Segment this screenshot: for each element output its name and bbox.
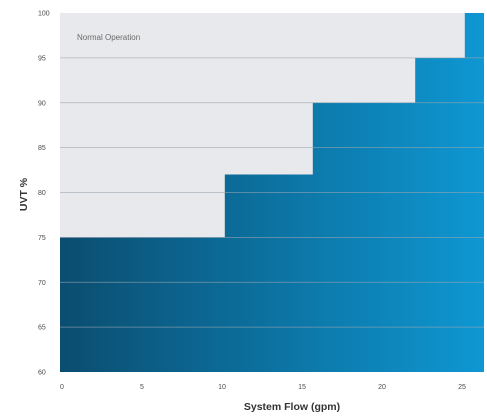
y-tick-label: 80 <box>38 190 46 197</box>
y-tick-label: 65 <box>38 325 46 332</box>
y-tick-label: 90 <box>38 100 46 107</box>
x-tick-label: 25 <box>458 384 466 391</box>
y-tick-label: 60 <box>38 370 46 377</box>
y-tick-label: 85 <box>38 145 46 152</box>
x-tick-label: 10 <box>218 384 226 391</box>
gridlines <box>60 57 484 328</box>
x-tick-label: 5 <box>140 384 144 391</box>
y-tick-label: 100 <box>38 11 50 18</box>
normal-operation-label: Normal Operation <box>77 33 140 42</box>
y-axis-title: UVT % <box>18 177 30 211</box>
x-axis-ticks: 0 5 10 15 20 25 <box>60 384 466 391</box>
y-tick-label: 70 <box>38 280 46 287</box>
x-tick-label: 20 <box>378 384 386 391</box>
y-tick-label: 75 <box>38 235 46 242</box>
x-axis-title: System Flow (gpm) <box>244 401 340 413</box>
y-axis-ticks: 60 65 70 75 80 85 90 95 100 <box>38 11 50 377</box>
y-tick-label: 95 <box>38 55 46 62</box>
x-tick-label: 0 <box>60 384 64 391</box>
x-tick-label: 15 <box>298 384 306 391</box>
